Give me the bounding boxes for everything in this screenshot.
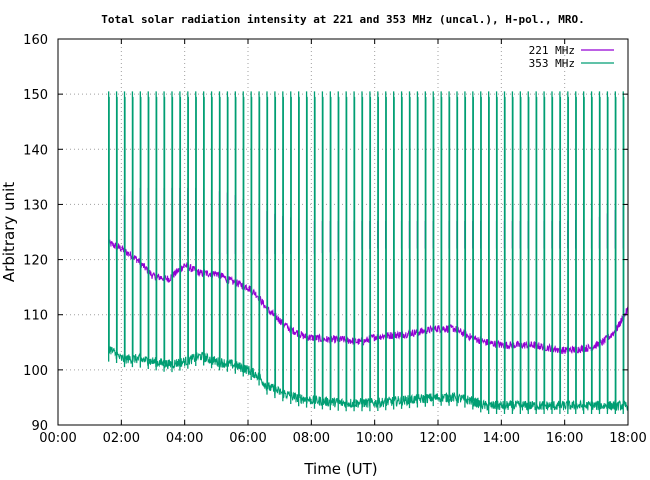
series-221-line (108, 239, 629, 355)
legend-label-353: 353 MHz (529, 57, 575, 70)
x-tick-label: 18:00 (609, 431, 646, 446)
axis-ticks: 00:00 02:00 04:00 06:00 08:00 10:00 12:00 14:00… (23, 33, 647, 446)
x-tick-label: 12:00 (419, 431, 456, 446)
x-tick-label: 06:00 (229, 431, 266, 446)
x-tick-label: 10:00 (356, 431, 393, 446)
x-tick-label: 16:00 (546, 431, 583, 446)
x-tick-label: 08:00 (293, 431, 330, 446)
chart-title: Total solar radiation intensity at 221 a… (101, 13, 584, 26)
x-tick-label: 14:00 (483, 431, 520, 446)
y-tick-label: 100 (23, 364, 48, 379)
y-tick-label: 150 (23, 88, 48, 103)
y-tick-label: 90 (31, 419, 48, 434)
y-tick-label: 110 (23, 309, 48, 324)
x-tick-label: 00:00 (39, 431, 76, 446)
x-tick-label: 04:00 (166, 431, 203, 446)
grid (58, 39, 628, 425)
y-tick-label: 160 (23, 33, 48, 48)
plot-frame (57, 38, 629, 426)
x-tick-label: 02:00 (103, 431, 140, 446)
legend-label-221: 221 MHz (529, 44, 575, 57)
series-353-line (108, 346, 629, 412)
y-tick-label: 120 (23, 254, 48, 269)
y-tick-label: 140 (23, 143, 48, 158)
series-layer (108, 91, 629, 414)
y-tick-label: 130 (23, 198, 48, 213)
series-221-pulses (108, 187, 624, 260)
x-axis-label: Time (UT) (303, 460, 377, 478)
series-353-pulses (108, 91, 625, 414)
y-axis-label: Arbitrary unit (0, 182, 18, 282)
legend: 221 MHz 353 MHz (529, 44, 614, 70)
